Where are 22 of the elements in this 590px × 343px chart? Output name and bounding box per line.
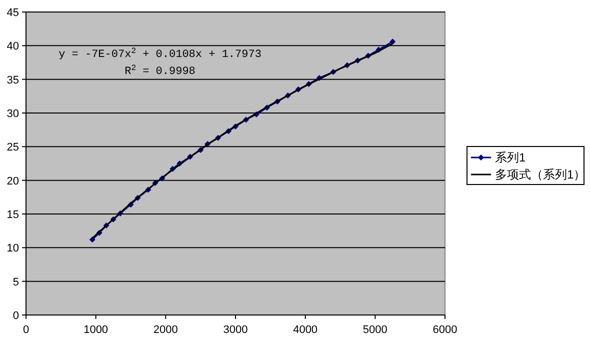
y-tick-label: 0 <box>12 310 19 322</box>
legend-label: 多项式（系列1） <box>495 168 586 182</box>
legend-label: 系列1 <box>495 150 526 164</box>
y-tick-label: 40 <box>6 40 19 53</box>
y-tick-label: 10 <box>6 242 19 255</box>
y-tick-label: 35 <box>6 74 19 86</box>
y-tick-label: 45 <box>6 7 19 19</box>
x-tick-label: 5000 <box>362 324 388 336</box>
x-tick-label: 2000 <box>153 324 178 336</box>
x-tick-label: 1000 <box>84 324 108 336</box>
annotation: y = -7E-07x$^{2}$ + 0.0108x + 1.7973 <box>58 46 262 61</box>
annotation: R$^{2}$ = 0.9998 <box>124 64 196 78</box>
x-tick-label: 6000 <box>432 324 458 336</box>
y-tick-label: 15 <box>6 209 19 221</box>
x-tick-label: 0 <box>22 324 30 336</box>
y-tick-label: 20 <box>6 175 19 188</box>
y-tick-label: 25 <box>6 142 19 154</box>
x-tick-label: 3000 <box>223 324 248 336</box>
x-tick-label: 4000 <box>293 324 318 336</box>
y-tick-label: 5 <box>12 276 19 288</box>
y-tick-label: 30 <box>6 108 19 120</box>
point <box>390 38 396 45</box>
